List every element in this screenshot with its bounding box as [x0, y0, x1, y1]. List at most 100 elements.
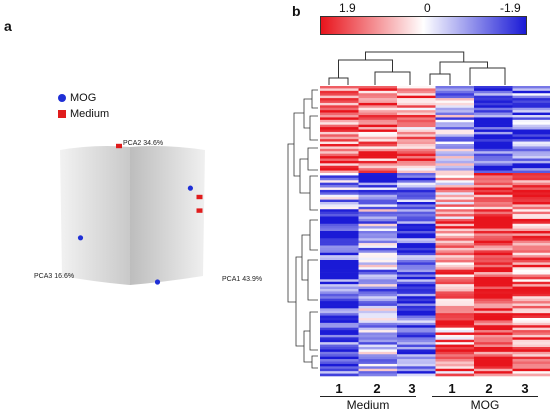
heatmap-cell [397, 216, 436, 220]
heatmap-cell [474, 177, 513, 181]
heatmap-cell [397, 361, 436, 365]
heatmap-cell [358, 298, 398, 302]
heatmap-cell [474, 305, 513, 309]
heatmap-cell [320, 359, 359, 362]
heatmap-cell [435, 136, 475, 140]
heatmap-cell [320, 124, 359, 128]
heatmap-cell [320, 206, 359, 210]
heatmap-cell [320, 354, 359, 357]
heatmap-cell [435, 243, 475, 246]
heatmap-cell [512, 291, 550, 295]
column-label: 1 [335, 381, 343, 396]
heatmap-cell [397, 289, 436, 292]
heatmap-cell [397, 240, 436, 244]
heatmap-cell [320, 344, 359, 348]
legend-label-medium: Medium [70, 108, 110, 120]
col-dendro-branch [469, 67, 506, 85]
heatmap-cell [435, 255, 475, 258]
heatmap-cell [358, 170, 398, 174]
heatmap-cell [397, 185, 436, 188]
heatmap-cell [320, 107, 359, 111]
heatmap-cell [474, 298, 513, 302]
heatmap-cell [435, 117, 475, 121]
heatmap-cell [474, 240, 513, 244]
heatmap-cell [397, 194, 436, 198]
row-dendro-branch [287, 143, 296, 303]
heatmap-cell [512, 192, 550, 196]
heatmap-cell [320, 274, 359, 278]
column-label: 3 [408, 381, 416, 396]
heatmap-cell [397, 267, 436, 270]
heatmap-cell [397, 298, 436, 302]
heatmap-cell [474, 262, 513, 266]
heatmap-cell [358, 308, 398, 312]
heatmap-cell [358, 226, 398, 229]
heatmap-cell [320, 173, 359, 176]
heatmap-cell [358, 361, 398, 365]
row-dendro-branch [307, 259, 318, 301]
heatmap-cell [435, 185, 475, 188]
heatmap-cell [474, 231, 513, 234]
pca-point-medium [196, 194, 203, 200]
heatmap-cell [320, 228, 359, 232]
heatmap-cell [512, 257, 550, 261]
heatmap-cell [512, 308, 550, 312]
heatmap-cell [435, 156, 475, 159]
heatmap-cell [358, 214, 398, 217]
heatmap-cell [397, 286, 436, 290]
heatmap-cell [435, 124, 475, 128]
heatmap-cell [474, 173, 513, 176]
heatmap-cell [474, 269, 513, 273]
heatmap-cell [397, 146, 436, 150]
heatmap-cell [474, 189, 513, 193]
heatmap-cell [397, 274, 436, 278]
heatmap-cell [435, 141, 475, 145]
heatmap-cell [474, 303, 513, 307]
heatmap-cell [397, 245, 436, 249]
heatmap-cell [358, 318, 398, 321]
heatmap-cell [435, 257, 475, 261]
heatmap-cell [397, 206, 436, 210]
heatmap-cell [358, 363, 398, 367]
heatmap-cell [397, 359, 436, 362]
heatmap-cell [435, 303, 475, 307]
heatmap-cell [474, 260, 513, 263]
heatmap-cell [474, 146, 513, 150]
row-dendro-branch [299, 158, 310, 194]
heatmap-cell [435, 327, 475, 331]
heatmap-cell [320, 115, 359, 118]
heatmap-cell [512, 98, 550, 101]
heatmap-cell [320, 231, 359, 234]
heatmap-cell [358, 351, 398, 355]
heatmap-cell [320, 322, 359, 326]
heatmap-cell [358, 255, 398, 258]
row-dendro-branch [307, 147, 318, 171]
heatmap-cell [320, 267, 359, 270]
heatmap-cell [474, 197, 513, 200]
heatmap-cell [435, 322, 475, 326]
heatmap-cell [474, 284, 513, 287]
heatmap-cell [320, 204, 359, 208]
heatmap-cell [512, 139, 550, 142]
heatmap-cell [474, 255, 513, 258]
heatmap-cell [397, 86, 436, 89]
heatmap-cell [512, 276, 550, 280]
heatmap-cell [435, 211, 475, 215]
heatmap-cell [512, 134, 550, 138]
heatmap-cell [512, 313, 550, 316]
heatmap-cell [512, 356, 550, 360]
heatmap-cell [512, 197, 550, 200]
heatmap-cell [474, 291, 513, 295]
heatmap-cell [512, 199, 550, 203]
heatmap-cell [474, 194, 513, 198]
panel-label-a: a [4, 18, 12, 34]
heatmap-cell [512, 298, 550, 302]
heatmap-cell [512, 235, 550, 239]
heatmap-cell [358, 180, 398, 183]
heatmap-cell [358, 339, 398, 343]
heatmap-cell [320, 339, 359, 343]
heatmap-cell [397, 308, 436, 312]
heatmap-cell [435, 102, 475, 106]
heatmap-cell [512, 177, 550, 181]
heatmap-cell [320, 291, 359, 295]
